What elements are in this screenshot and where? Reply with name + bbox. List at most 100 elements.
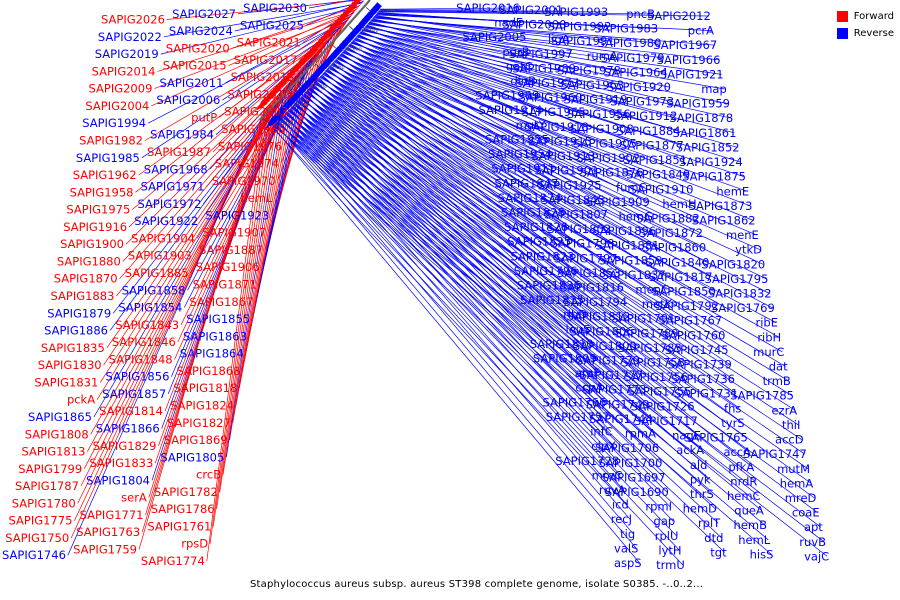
- gene-label: SAPIG1796: [514, 264, 578, 278]
- gene-connector-line: [287, 110, 812, 484]
- gene-connector-line: [336, 58, 757, 236]
- gene-label: pcrA: [688, 24, 714, 38]
- gene-label: pncB: [626, 7, 655, 21]
- gene-label: SAPIG1852: [676, 140, 740, 154]
- gene-label: hemA: [780, 476, 814, 490]
- gene-label: SAPIG1886: [44, 324, 108, 338]
- gene-labels: SAPIG2030 SAPIG2027 SAPIG2026 SAPIG2025 SAPI…: [2, 1, 829, 572]
- backbone-tick-label: 2050 kbp: [355, 28, 379, 34]
- gene-connector-line: [296, 101, 802, 440]
- gene-label: SAPIG1963: [560, 78, 624, 92]
- gene-label: ribH: [757, 330, 781, 344]
- gene-connector-line: [363, 28, 581, 98]
- gene-label: SAPIG1800: [573, 339, 637, 353]
- gene-label: SAPIG1848: [109, 352, 173, 366]
- gene-label: SAPIG1901: [535, 164, 599, 178]
- gene-label: thrS: [690, 487, 714, 501]
- gene-label: vajC: [804, 549, 829, 563]
- gene-label: SAPIG1775: [9, 514, 73, 528]
- gene-connector-line: [322, 73, 718, 307]
- gene-label: ruvA: [599, 483, 626, 497]
- gene-label: SAPIG1855: [186, 312, 250, 326]
- gene-label: SAPIG1787: [15, 479, 79, 493]
- gene-label: SAPIG1832: [708, 287, 772, 301]
- gene-connector-line: [324, 70, 770, 294]
- gene-label: ald: [690, 458, 708, 472]
- gene-label: queA: [734, 504, 764, 518]
- gene-connector-line: [351, 41, 639, 159]
- gene-label: SAPIG1777: [579, 368, 643, 382]
- gene-label: SAPIG1837: [602, 268, 666, 282]
- backbone-tick-label: 1950 kbp: [321, 65, 345, 71]
- gene-label: rplU: [655, 529, 679, 543]
- gene-connector-line: [290, 107, 809, 470]
- gene-label: SAPIG1880: [57, 255, 121, 269]
- gene-label: SAPIG1909: [586, 195, 650, 209]
- gene-label: SAPIG1824: [170, 399, 234, 413]
- gene-label: SAPIG1806: [570, 324, 634, 338]
- gene-label: SAPIG1920: [607, 80, 671, 94]
- gene-label: SAPIG1825: [507, 235, 571, 249]
- gene-label-connector-lines: [67, 0, 828, 566]
- gene-label: SAPIG1771: [80, 508, 144, 522]
- gene-label: SAPIG2020: [166, 41, 230, 55]
- gene-label: ruvB: [799, 535, 826, 549]
- gene-label: SAPIG1766: [543, 395, 607, 409]
- gene-label: rumA: [587, 49, 618, 63]
- gene-label: SAPIG1726: [631, 399, 695, 413]
- gene-label: hemH: [662, 197, 696, 211]
- gene-label: serA: [121, 491, 147, 505]
- gene-label: SAPIG1808: [25, 427, 89, 441]
- backbone-tick: [315, 63, 320, 68]
- gene-label: SAPIG1887: [199, 243, 263, 257]
- gene-connector-line: [271, 127, 684, 566]
- gene-label: SAPIG1782: [154, 485, 218, 499]
- gene-label: SAPIG1885: [125, 266, 189, 280]
- gene-label: SAPIG1969: [475, 89, 539, 103]
- gene-label: SAPIG1918: [525, 120, 589, 134]
- gene-connector-line: [163, 2, 362, 38]
- gene-label: SAPIG1850: [652, 285, 716, 299]
- gene-label: SAPIG1817: [649, 270, 713, 284]
- gene-label: SAPIG1750: [5, 531, 69, 545]
- backbone-tick-label: 2000 kbp: [338, 46, 362, 52]
- gene-label: SAPIG1962: [73, 168, 137, 182]
- gene-label: SAPIG1879: [47, 306, 111, 320]
- gene-connector-line: [347, 45, 745, 178]
- gene-label: gap: [654, 514, 676, 528]
- gene-label: SAPIG1882: [636, 212, 700, 226]
- gene-label: pckA: [67, 393, 95, 407]
- gene-connector-line: [160, 6, 359, 55]
- gene-connector-line: [350, 42, 686, 161]
- gene-label: SAPIG2024: [169, 24, 233, 38]
- gene-label: hemG: [619, 210, 653, 224]
- backbone-tick: [349, 26, 354, 30]
- gene-label: putP: [191, 110, 217, 124]
- gene-connector-line: [340, 53, 652, 217]
- gene-label: dinB: [510, 74, 536, 88]
- reverse-gene-arrow: [264, 118, 276, 130]
- gene-connector-line: [366, 25, 578, 84]
- gene-label: SAPIG1815: [520, 293, 584, 307]
- gene-connector-line: [305, 91, 737, 394]
- gene-label: SAPIG1830: [38, 358, 102, 372]
- gene-connector-line: [357, 35, 632, 130]
- gene-label: SAPIG1868: [177, 364, 241, 378]
- gene-label: SAPIG1831: [34, 375, 98, 389]
- gene-label: SAPIG1758: [621, 356, 685, 370]
- gene-connector-line: [359, 32, 629, 115]
- gene-label: apt: [804, 520, 823, 534]
- gene-label: menC: [635, 283, 669, 297]
- gene-label: SAPIG1763: [76, 525, 140, 539]
- gene-connector-line: [310, 86, 786, 367]
- gene-connector-line: [361, 30, 729, 104]
- gene-connector-line: [360, 31, 584, 113]
- gene-label: SAPIG1774: [141, 554, 205, 568]
- gene-label: SAPIG1876: [580, 166, 644, 180]
- gene-label: hemB: [734, 518, 768, 532]
- gene-label: SAPIG1979: [601, 51, 665, 65]
- gene-label: SAPIG1975: [66, 203, 130, 217]
- gene-label: SAPIG1739: [668, 358, 732, 372]
- gene-connector-line: [307, 89, 789, 382]
- gene-connector-line: [274, 124, 680, 551]
